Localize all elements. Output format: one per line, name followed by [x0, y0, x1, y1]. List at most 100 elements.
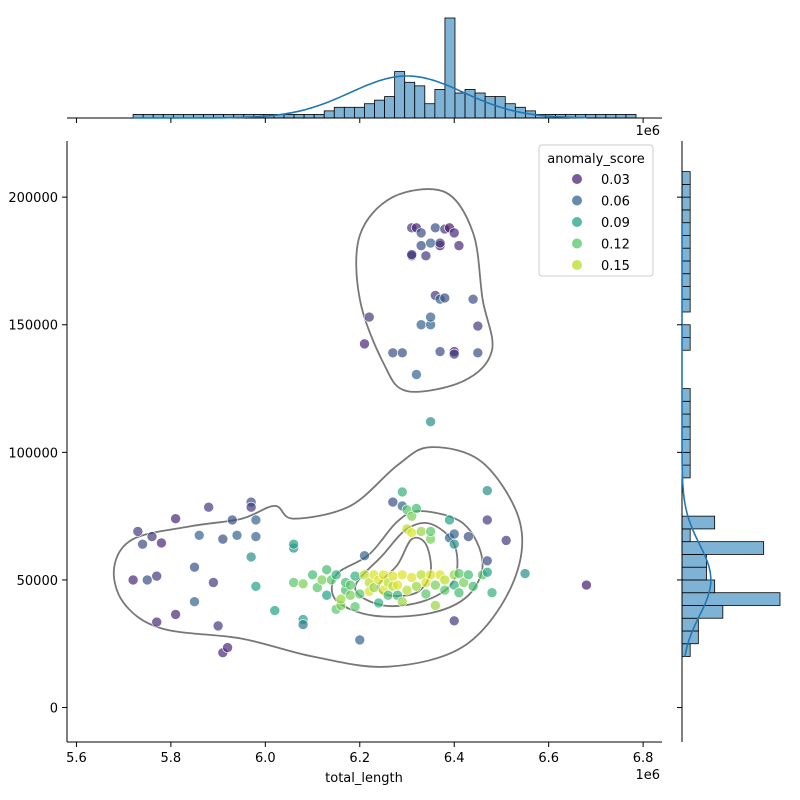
marginal-y-bar: [681, 426, 691, 440]
marginal-x-bar: [585, 114, 597, 119]
marginal-x-bar: [605, 114, 617, 119]
marginal-x-bar: [474, 92, 486, 119]
scatter-point: [411, 369, 422, 380]
scatter-point: [472, 347, 484, 359]
scatter-point: [330, 569, 342, 581]
scatter-point: [406, 527, 418, 539]
marginal-x-bar: [343, 106, 355, 119]
marginal-x-bar: [615, 114, 627, 119]
scatter-point: [439, 584, 451, 596]
scatter-point: [359, 550, 370, 562]
marginal-x-histogram: [67, 17, 662, 119]
marginal-y-bar: [681, 324, 691, 338]
scatter-point: [425, 416, 436, 428]
scatter-point: [396, 569, 408, 581]
scatter-point: [448, 528, 460, 540]
y-tick-label: 100000: [8, 446, 58, 461]
marginal-x-bar: [595, 114, 607, 119]
scatter-point: [250, 581, 262, 592]
marginal-y-bar: [681, 515, 716, 530]
scatter-point: [373, 597, 384, 609]
marginal-y-bar: [681, 183, 691, 198]
scatter-point: [217, 533, 229, 545]
scatter-point: [396, 347, 408, 359]
marginal-y-bar: [681, 451, 691, 466]
marginal-x-bar: [353, 106, 365, 119]
legend-marker: [572, 217, 582, 227]
kde-contours: [112, 188, 524, 668]
scatter-point: [481, 485, 493, 496]
y-axis-ticks: 0 50000 100000 150000 200000: [8, 191, 682, 717]
x-tick-label: 6.6: [538, 751, 559, 766]
scatter-point: [434, 346, 446, 357]
legend-label: 0.03: [601, 173, 630, 188]
legend-label: 0.06: [601, 195, 630, 210]
scatter-point: [354, 588, 366, 600]
x-axis-label: total_length: [325, 771, 403, 786]
scatter-point: [193, 529, 205, 541]
marginal-x-bar: [424, 103, 436, 119]
scatter-point: [245, 501, 257, 513]
marginal-x-bar: [484, 96, 496, 119]
scatter-point: [222, 642, 233, 653]
scatter-point: [415, 526, 427, 537]
scatter-point: [151, 616, 163, 628]
scatter-point: [458, 577, 469, 588]
scatter-point: [406, 249, 418, 260]
scatter-point: [425, 237, 436, 249]
marginal-y-bar: [681, 209, 691, 224]
scatter-point: [448, 615, 460, 627]
marginal-y-bar: [681, 554, 707, 568]
marginal-y-bar: [681, 413, 691, 428]
scatter-point: [297, 578, 309, 590]
legend-marker: [572, 195, 582, 206]
x-tick-label: 5.8: [161, 751, 182, 766]
scatter-point: [486, 587, 498, 599]
scatter-point: [132, 526, 144, 537]
scatter-point: [354, 634, 366, 646]
marginal-y-bar: [681, 592, 781, 606]
kde-contour-line: [330, 510, 484, 618]
marginal-y-bar: [681, 260, 691, 275]
scatter-point: [345, 589, 356, 601]
scatter-point: [420, 250, 432, 262]
scatter-point: [415, 240, 427, 251]
x-tick-label: 6.0: [255, 751, 276, 766]
scatter-point: [387, 570, 399, 582]
scatter-point: [472, 320, 484, 332]
scatter-point: [439, 292, 451, 304]
scatter-point: [203, 501, 214, 513]
scatter-point: [127, 574, 139, 586]
y-tick-label: 50000: [17, 574, 58, 589]
marginal-y-histogram: [681, 141, 781, 742]
marginal-y-bar: [681, 286, 691, 300]
scatter-point: [349, 570, 361, 582]
x-tick-label: 5.6: [66, 751, 87, 766]
scatter-point: [349, 601, 361, 613]
y-tick-label: 150000: [8, 319, 58, 334]
marginal-y-bar: [681, 541, 765, 555]
legend-label: 0.12: [601, 238, 630, 253]
scatter-point: [269, 605, 281, 616]
marginal-x-bar: [434, 89, 446, 119]
marginal-x-bar: [283, 114, 295, 119]
x-axis-ticks: 5.6 5.8 6.0 6.2 6.4 6.6 6.8: [66, 118, 653, 766]
kde-contour-line: [355, 188, 494, 393]
marginal-y-kde-line: [681, 222, 712, 657]
legend: anomaly_score 0.03 0.06 0.09 0.12 0.15: [538, 144, 654, 277]
scatter-point: [481, 566, 493, 578]
scatter-point: [453, 587, 465, 599]
scatter-point: [581, 579, 592, 591]
marginal-y-bar: [681, 171, 691, 185]
y-tick-label: 0: [50, 702, 58, 717]
legend-label: 0.15: [601, 259, 630, 274]
legend-box: [538, 144, 654, 277]
scatter-point: [146, 531, 158, 542]
scatter-point: [387, 347, 399, 359]
main-scatter-axes: [66, 141, 662, 743]
marginal-x-bar: [303, 114, 315, 119]
marginal-y-bar: [681, 400, 691, 415]
x-tick-label: 6.4: [444, 751, 465, 766]
scatter-point: [288, 538, 299, 550]
scatter-point: [311, 582, 323, 593]
